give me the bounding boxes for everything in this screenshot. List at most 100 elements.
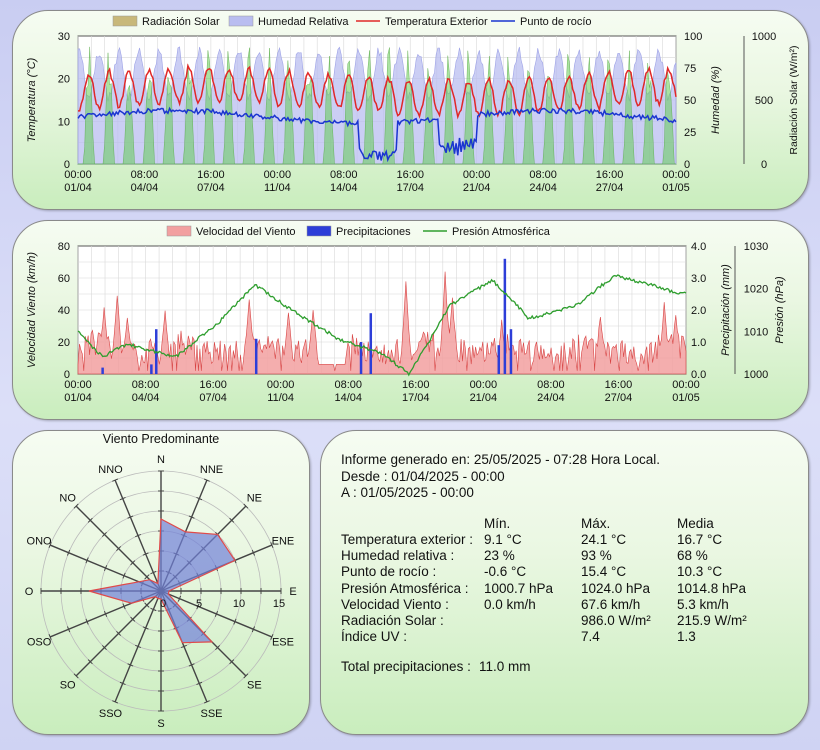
x-tick-date: 11/04: [267, 392, 294, 404]
rose-radius-tick: 0: [160, 598, 166, 610]
report-from: Desde : 01/04/2025 - 00:00: [341, 469, 505, 484]
x-tick-time: 16:00: [605, 379, 633, 391]
y-tick-mid: 75: [684, 63, 696, 75]
pressure-series: [77, 274, 687, 377]
rose-tick: [177, 595, 182, 602]
rose-tick: [180, 644, 187, 649]
report-row-label: Punto de rocío :: [341, 564, 437, 580]
rose-tick: [135, 533, 142, 538]
x-tick-date: 01/04: [64, 182, 92, 194]
rose-tick: [243, 503, 249, 509]
legend-swatch: [166, 225, 192, 237]
x-tick-date: 01/05: [662, 182, 690, 194]
x-tick-time: 00:00: [264, 169, 292, 181]
report-row-label: Índice UV :: [341, 629, 408, 645]
report-row-avg: 5.3 km/h: [677, 596, 729, 612]
rose-tick: [116, 546, 122, 552]
y-tick-left: 0: [64, 159, 70, 171]
legend-label: Velocidad del Viento: [196, 226, 296, 238]
rose-radius-tick: 5: [196, 598, 202, 610]
report-row-label: Temperatura exterior :: [341, 532, 474, 547]
dewpoint-series: [77, 106, 677, 163]
report-rows: Temperatura exterior : 9.1 °C 24.1 °C 16.7 …: [321, 431, 808, 734]
rose-direction-label: O: [25, 586, 34, 598]
x-tick-time: 00:00: [672, 379, 700, 391]
x-tick-date: 24/04: [529, 182, 557, 194]
y-tick-left: 20: [58, 74, 70, 86]
x-tick-date: 01/05: [672, 392, 700, 404]
rose-tick: [229, 659, 235, 665]
x-tick-date: 14/04: [334, 392, 362, 404]
wind-rose-panel: Viento Predominante N NNE NE ENE E ESE SE SSE S SS…: [12, 430, 310, 735]
y-tick-right: 0: [761, 159, 767, 171]
x-tick-date: 14/04: [330, 182, 358, 194]
report-row-max: 7.4: [581, 629, 600, 645]
rose-tick: [116, 630, 122, 636]
rose-tick: [67, 549, 71, 556]
rose-radius-tick: 10: [233, 598, 245, 610]
legend-label: Precipitaciones: [336, 226, 411, 238]
report-row-label: Humedad relativa :: [341, 548, 455, 564]
report-row-label: Radiación Solar :: [341, 613, 444, 628]
rose-direction-label: ENE: [272, 535, 295, 547]
x-tick-time: 16:00: [197, 169, 225, 181]
rose-tick: [142, 552, 149, 556]
legend-label: Radiación Solar: [142, 16, 220, 28]
y-tick-mid: 50: [684, 95, 696, 107]
precipitation-bar: [509, 329, 513, 374]
rose-direction-label: NNE: [200, 464, 223, 476]
x-tick-date: 01/04: [64, 392, 92, 404]
report-total-label: Total precipitaciones :: [341, 659, 471, 674]
y-axis-label-mid: Humedad (%): [710, 66, 722, 134]
legend-label: Punto de rocío: [520, 16, 592, 28]
report-row-min: 1000.7 hPa: [484, 580, 554, 596]
rose-tick: [150, 607, 157, 612]
x-tick-date: 17/04: [402, 392, 430, 404]
rose-tick: [101, 531, 107, 537]
temperature-chart-panel: 00:00 01/04 08:00 04/04 16:00 07/04 00:00 11/04…: [12, 10, 809, 210]
y-tick-right: 1030: [744, 241, 768, 253]
x-tick-time: 00:00: [267, 379, 295, 391]
y-axis-label-left: Temperatura (°C): [26, 57, 38, 142]
y-tick-left: 80: [58, 241, 70, 253]
legend-label: Temperatura Exterior: [385, 16, 488, 28]
rose-tick: [203, 478, 210, 482]
rose-tick: [103, 565, 108, 572]
temperature-series: [78, 63, 677, 120]
wind-speed-series: [77, 271, 687, 375]
x-tick-date: 24/04: [537, 392, 565, 404]
rose-direction-label: NO: [59, 493, 76, 505]
x-tick-date: 04/04: [131, 182, 159, 194]
solar-radiation-series: [78, 46, 676, 165]
y-tick-right: 1020: [744, 284, 768, 296]
y-tick-mid: 100: [684, 31, 702, 43]
precipitation-bar: [497, 345, 501, 374]
report-to: A : 01/05/2025 - 00:00: [341, 485, 474, 500]
rose-tick: [243, 673, 249, 679]
report-row-max: 67.6 km/h: [581, 596, 641, 612]
report-col-avg: Media: [677, 516, 714, 531]
y-tick-mid: 0: [684, 159, 690, 171]
rose-tick: [130, 560, 136, 566]
x-tick-date: 21/04: [463, 182, 491, 194]
x-tick-time: 16:00: [596, 169, 624, 181]
report-col-min: Mín.: [484, 516, 511, 531]
rose-tick: [215, 645, 221, 651]
rose-direction-label: S: [157, 718, 164, 730]
report-row-avg: 1.3: [677, 629, 696, 645]
rose-tick: [196, 603, 200, 610]
x-tick-date: 17/04: [396, 182, 424, 194]
rose-tick: [101, 645, 107, 651]
rose-tick: [188, 663, 195, 667]
legend-label: Presión Atmosférica: [452, 226, 551, 238]
rose-direction-label: N: [157, 454, 165, 466]
rose-tick: [270, 542, 274, 549]
precipitation-bar: [359, 342, 363, 374]
report-row-min: -0.6 °C: [484, 564, 527, 580]
y-axis-label-left: Velocidad Viento (km/h): [26, 252, 38, 369]
rose-direction-label: E: [289, 586, 296, 598]
report-panel: Informe generado en: 25/05/2025 - 07:28 …: [320, 430, 809, 735]
x-tick-date: 27/04: [596, 182, 624, 194]
precipitation-bar: [150, 364, 153, 374]
rose-tick: [229, 517, 235, 523]
